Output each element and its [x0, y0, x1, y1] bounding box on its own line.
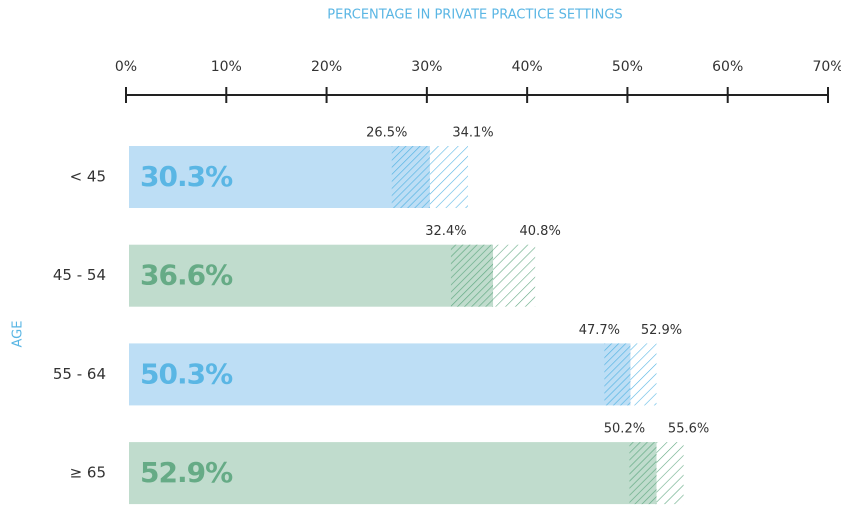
ci-lower — [450, 244, 494, 307]
y-tick-label: ≥ 65 — [70, 464, 106, 482]
x-tick-label: 40% — [512, 59, 543, 75]
x-tick-label: 60% — [712, 59, 743, 75]
y-axis-label: AGE — [11, 321, 26, 348]
upper-label: 55.6% — [668, 422, 709, 437]
value-label: 30.3% — [140, 160, 233, 193]
upper-label: 40.8% — [520, 224, 561, 239]
lower-label: 32.4% — [425, 224, 466, 239]
upper-label: 34.1% — [452, 126, 493, 141]
x-tick-label: 0% — [115, 59, 137, 75]
y-tick-label: < 45 — [70, 168, 106, 186]
ci-lower — [604, 343, 631, 406]
ci-upper — [630, 343, 657, 406]
y-tick-label: 45 - 54 — [53, 266, 106, 284]
value-label: 52.9% — [140, 456, 233, 489]
bar — [129, 244, 494, 307]
lower-label: 50.2% — [604, 422, 645, 437]
x-tick-label: 70% — [812, 59, 841, 75]
x-tick-label: 10% — [211, 59, 242, 75]
upper-label: 52.9% — [641, 323, 682, 338]
ci-upper — [493, 244, 536, 307]
ci-lower — [629, 442, 657, 505]
ci-upper — [656, 442, 684, 505]
lower-label: 47.7% — [579, 323, 620, 338]
x-tick-label: 20% — [311, 59, 342, 75]
y-tick-label: 55 - 64 — [53, 365, 106, 383]
ci-upper — [429, 146, 468, 208]
x-tick-label: 50% — [612, 59, 643, 75]
x-tick-label: 30% — [411, 59, 442, 75]
bar — [129, 146, 430, 208]
value-label: 50.3% — [140, 357, 233, 390]
bar — [129, 343, 631, 406]
bar — [129, 442, 657, 505]
value-label: 36.6% — [140, 259, 233, 292]
lower-label: 26.5% — [366, 126, 407, 141]
ci-lower — [391, 146, 430, 208]
chart-title: PERCENTAGE IN PRIVATE PRACTICE SETTINGS — [327, 8, 622, 23]
